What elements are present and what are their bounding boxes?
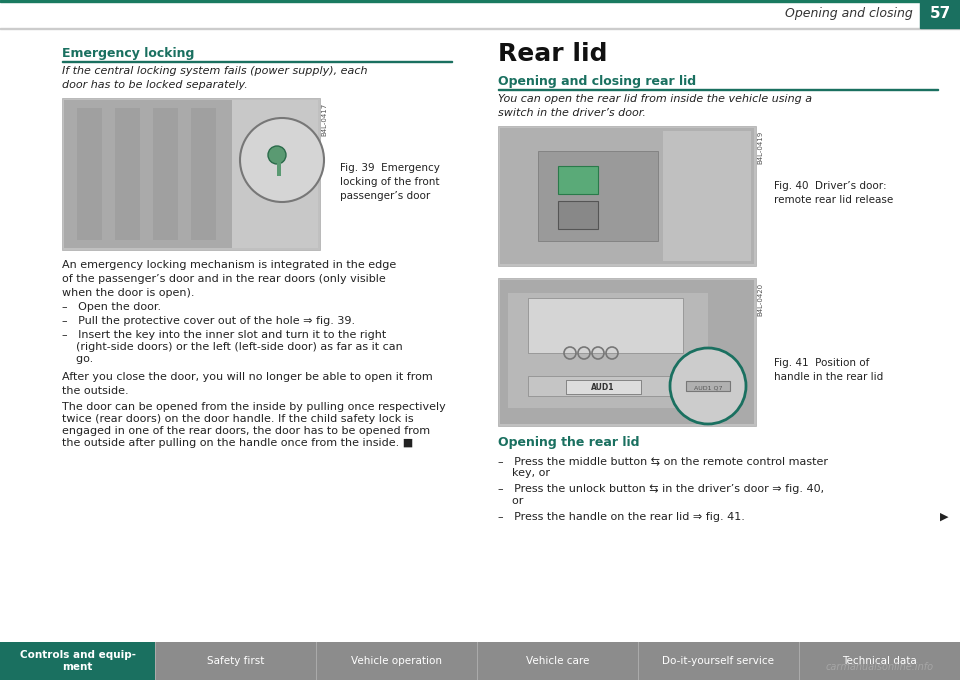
Text: –   Insert the key into the inner slot and turn it to the right: – Insert the key into the inner slot and… (62, 330, 386, 340)
Text: Opening the rear lid: Opening the rear lid (498, 436, 639, 449)
Text: Do-it-yourself service: Do-it-yourself service (662, 656, 775, 666)
Bar (538, 151, 658, 241)
Bar (0, 28, 960, 29)
Text: –   Press the middle button ⇆ on the remote control master: – Press the middle button ⇆ on the remot… (498, 456, 828, 466)
Text: Technical data: Technical data (842, 656, 917, 666)
Bar (0, 642, 960, 680)
Bar (277, 162, 281, 176)
Bar (500, 128, 754, 264)
Text: key, or: key, or (498, 468, 550, 478)
Text: or: or (498, 496, 523, 506)
Text: Fig. 39  Emergency
locking of the front
passenger’s door: Fig. 39 Emergency locking of the front p… (340, 163, 440, 201)
Bar (0, 642, 155, 680)
Bar (77, 108, 102, 240)
Bar (477, 642, 478, 680)
Bar (64, 100, 318, 248)
Bar (528, 376, 683, 396)
Text: An emergency locking mechanism is integrated in the edge
of the passenger’s door: An emergency locking mechanism is integr… (62, 260, 396, 298)
Bar (508, 293, 708, 408)
Text: Vehicle operation: Vehicle operation (351, 656, 442, 666)
Text: You can open the rear lid from inside the vehicle using a
switch in the driver’s: You can open the rear lid from inside th… (498, 94, 812, 118)
Text: 57: 57 (929, 7, 950, 22)
Text: B4L-0420: B4L-0420 (757, 283, 763, 316)
Bar (62, 61, 452, 62)
Bar (62, 98, 320, 250)
Bar (663, 131, 751, 261)
Text: twice (rear doors) on the door handle. If the child safety lock is: twice (rear doors) on the door handle. I… (62, 414, 414, 424)
Bar (799, 642, 800, 680)
Text: AUD1 Q7: AUD1 Q7 (694, 386, 722, 390)
Text: Fig. 40  Driver’s door:
remote rear lid release: Fig. 40 Driver’s door: remote rear lid r… (774, 181, 893, 205)
Bar (232, 100, 318, 248)
Text: go.: go. (62, 354, 93, 364)
Text: After you close the door, you will no longer be able to open it from
the outside: After you close the door, you will no lo… (62, 372, 433, 396)
Bar (686, 381, 730, 391)
Text: –   Open the door.: – Open the door. (62, 302, 161, 312)
Bar (153, 108, 178, 240)
Bar (920, 0, 960, 28)
Text: If the central locking system fails (power supply), each
door has to be locked s: If the central locking system fails (pow… (62, 66, 368, 90)
Text: B4L-0419: B4L-0419 (757, 131, 763, 165)
Text: ▶: ▶ (940, 512, 948, 522)
Bar (316, 642, 317, 680)
Bar (500, 280, 754, 424)
Circle shape (268, 146, 286, 164)
Text: Controls and equip-
ment: Controls and equip- ment (19, 650, 135, 673)
Bar (566, 380, 641, 394)
Bar (498, 126, 756, 266)
Bar (115, 108, 140, 240)
Bar (638, 642, 639, 680)
Bar (528, 298, 683, 353)
Circle shape (670, 348, 746, 424)
Text: B4L-0417: B4L-0417 (321, 103, 327, 136)
Text: –   Press the unlock button ⇆ in the driver’s door ⇒ fig. 40,: – Press the unlock button ⇆ in the drive… (498, 484, 824, 494)
Text: –   Pull the protective cover out of the hole ⇒ fig. 39.: – Pull the protective cover out of the h… (62, 316, 355, 326)
Text: Fig. 41  Position of
handle in the rear lid: Fig. 41 Position of handle in the rear l… (774, 358, 883, 382)
Bar (498, 278, 756, 426)
Bar (155, 642, 156, 680)
Text: Safety first: Safety first (206, 656, 264, 666)
Text: Opening and closing rear lid: Opening and closing rear lid (498, 75, 696, 88)
Text: –   Press the handle on the rear lid ⇒ fig. 41.: – Press the handle on the rear lid ⇒ fig… (498, 512, 745, 522)
Bar (558, 201, 598, 229)
Text: Opening and closing: Opening and closing (785, 7, 913, 20)
Text: AUD1: AUD1 (591, 382, 614, 392)
Text: Emergency locking: Emergency locking (62, 47, 194, 60)
Text: engaged in one of the rear doors, the door has to be opened from: engaged in one of the rear doors, the do… (62, 426, 430, 436)
Bar (498, 89, 938, 90)
Text: Vehicle care: Vehicle care (526, 656, 589, 666)
Bar (191, 108, 216, 240)
Text: (right-side doors) or the left (left-side door) as far as it can: (right-side doors) or the left (left-sid… (62, 342, 403, 352)
Text: Rear lid: Rear lid (498, 42, 608, 66)
Text: The door can be opened from the inside by pulling once respectively: The door can be opened from the inside b… (62, 402, 445, 412)
Text: carmanualsonline.info: carmanualsonline.info (826, 662, 933, 672)
Text: the outside after pulling on the handle once from the inside. ■: the outside after pulling on the handle … (62, 438, 413, 448)
Circle shape (240, 118, 324, 202)
Bar (558, 166, 598, 194)
Bar (0, 0, 960, 2)
